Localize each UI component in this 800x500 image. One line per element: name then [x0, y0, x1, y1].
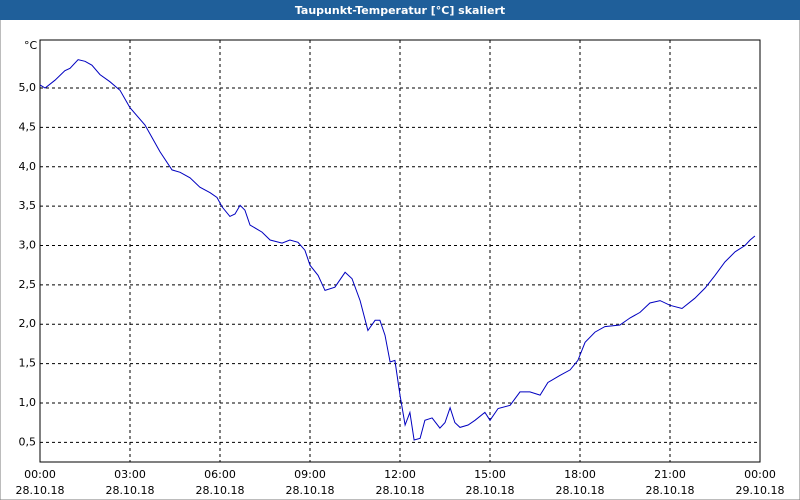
- y-tick-label: 3,5: [19, 199, 37, 212]
- x-tick-label: 09:00: [294, 468, 326, 481]
- chart-title: Taupunkt-Temperatur [°C] skaliert: [295, 4, 505, 17]
- y-tick-label: 0,5: [19, 435, 37, 448]
- x-tick-date: 28.10.18: [646, 484, 695, 497]
- y-tick-label: 1,0: [19, 396, 37, 409]
- x-tick-label: 12:00: [384, 468, 416, 481]
- x-tick-date: 28.10.18: [196, 484, 245, 497]
- x-tick-date: 28.10.18: [466, 484, 515, 497]
- x-tick-label: 06:00: [204, 468, 236, 481]
- x-tick-label: 21:00: [654, 468, 686, 481]
- x-tick-date: 28.10.18: [106, 484, 155, 497]
- x-tick-label: 00:00: [744, 468, 776, 481]
- x-tick-label: 03:00: [114, 468, 146, 481]
- data-line: [39, 59, 756, 441]
- x-tick-date: 28.10.18: [16, 484, 65, 497]
- title-bar: [0, 0, 800, 20]
- x-tick-label: 00:00: [24, 468, 56, 481]
- y-tick-label: 4,5: [19, 120, 37, 133]
- y-tick-label: 1,5: [19, 357, 37, 370]
- x-tick-date: 28.10.18: [286, 484, 335, 497]
- x-tick-label: 18:00: [564, 468, 596, 481]
- x-tick-date: 29.10.18: [736, 484, 785, 497]
- y-tick-label: 2,0: [19, 317, 37, 330]
- y-tick-label: 2,5: [19, 278, 37, 291]
- y-tick-label: 5,0: [19, 81, 37, 94]
- x-tick-date: 28.10.18: [556, 484, 605, 497]
- x-tick-label: 15:00: [474, 468, 506, 481]
- x-tick-date: 28.10.18: [376, 484, 425, 497]
- y-tick-label: 4,0: [19, 160, 37, 173]
- y-tick-label: 3,0: [19, 238, 37, 251]
- y-axis-label: °C: [24, 39, 38, 52]
